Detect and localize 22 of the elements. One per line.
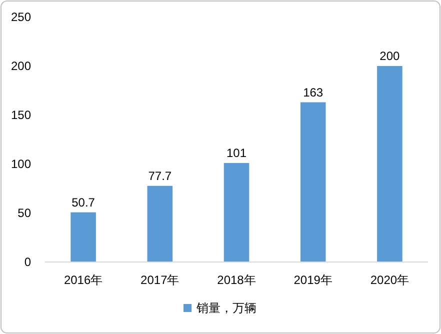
bar <box>300 102 326 262</box>
bar <box>224 163 250 262</box>
y-tick-label: 150 <box>10 108 32 122</box>
legend-label: 销量，万辆 <box>196 301 256 315</box>
y-tick-label: 50 <box>18 206 32 220</box>
bar <box>377 66 402 262</box>
bar <box>147 186 173 262</box>
x-tick-label: 2020年 <box>370 273 410 287</box>
x-tick-label: 2017年 <box>140 273 180 287</box>
bar <box>70 212 96 262</box>
x-tick-label: 2018年 <box>217 273 256 287</box>
y-tick-label: 200 <box>10 59 32 73</box>
y-tick-label: 0 <box>24 255 32 269</box>
y-tick-label: 100 <box>10 157 32 171</box>
data-label: 77.7 <box>148 168 172 183</box>
x-tick-label: 2016年 <box>64 273 103 287</box>
x-tick-label: 2019年 <box>294 273 332 287</box>
y-tick-label: 250 <box>10 10 32 24</box>
data-label: 101 <box>226 146 247 160</box>
data-label: 50.7 <box>72 195 96 210</box>
data-label: 163 <box>303 85 324 100</box>
data-label: 200 <box>380 49 400 63</box>
